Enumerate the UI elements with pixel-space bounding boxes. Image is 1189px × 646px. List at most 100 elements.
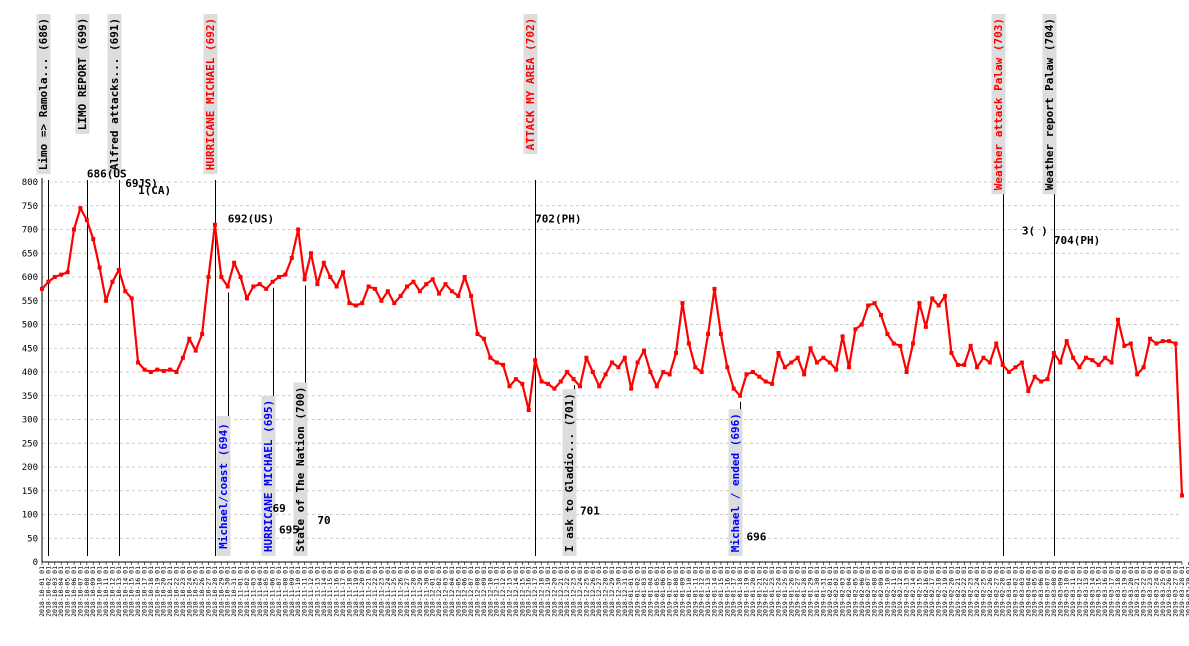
marker-tag-13: 70 bbox=[317, 514, 330, 527]
y-tick-label-650: 650 bbox=[22, 249, 38, 259]
x-tick-label-32: 2018-11-02 01 bbox=[243, 566, 251, 617]
data-point-47 bbox=[341, 270, 346, 275]
x-tick-label-27: 2018-10-28 01 bbox=[211, 566, 219, 617]
data-point-156 bbox=[1039, 379, 1044, 384]
data-point-138 bbox=[923, 324, 928, 329]
x-tick-label-54: 2018-11-24 01 bbox=[384, 566, 392, 617]
x-tick-label-0: 2018-10-01 01 bbox=[38, 566, 46, 617]
x-tick-label-116: 2019-01-25 01 bbox=[781, 566, 789, 617]
x-tick-label-39: 2018-11-09 01 bbox=[288, 566, 296, 617]
y-tick-label-400: 400 bbox=[22, 368, 38, 378]
data-point-34 bbox=[257, 282, 262, 287]
data-point-143 bbox=[955, 362, 960, 367]
data-point-17 bbox=[148, 370, 153, 374]
marker-label-5: Weather attack Palaw (703) bbox=[992, 18, 1005, 190]
data-point-51 bbox=[366, 284, 371, 289]
y-axis: 0 50 100 150 200 250 300 350 400 450 500 550 600 650 7… bbox=[22, 178, 43, 568]
data-point-154 bbox=[1026, 389, 1031, 393]
x-tick-label-2: 2018-10-03 01 bbox=[51, 566, 59, 617]
data-point-68 bbox=[475, 332, 480, 336]
x-tick-label-159: 2019-03-09 01 bbox=[1056, 566, 1064, 617]
x-tick-label-74: 2018-12-14 01 bbox=[512, 566, 520, 617]
data-point-59 bbox=[417, 289, 422, 294]
data-point-32 bbox=[244, 296, 249, 301]
data-point-70 bbox=[488, 355, 493, 360]
x-tick-label-52: 2018-11-22 01 bbox=[371, 566, 379, 617]
marker-label-13: Michael / ended (696) bbox=[729, 413, 742, 552]
data-point-42 bbox=[308, 251, 313, 256]
x-tick-label-127: 2019-02-05 01 bbox=[851, 566, 859, 617]
data-point-95 bbox=[648, 370, 653, 374]
data-point-16 bbox=[142, 367, 147, 372]
data-point-132 bbox=[885, 332, 890, 336]
x-tick-label-20: 2018-10-21 01 bbox=[166, 566, 174, 617]
x-tick-label-19: 2018-10-20 01 bbox=[160, 566, 168, 617]
x-tick-label-111: 2019-01-20 01 bbox=[749, 566, 757, 617]
x-tick-label-73: 2018-12-13 01 bbox=[506, 566, 514, 617]
x-tick-label-69: 2018-12-09 01 bbox=[480, 566, 488, 617]
data-point-64 bbox=[449, 289, 454, 294]
x-tick-label-156: 2019-03-06 01 bbox=[1037, 566, 1045, 617]
data-point-21 bbox=[174, 370, 179, 374]
data-point-49 bbox=[353, 303, 358, 308]
data-point-159 bbox=[1058, 360, 1063, 365]
y-tick-label-50: 50 bbox=[27, 534, 38, 544]
data-point-128 bbox=[859, 322, 864, 327]
data-point-20 bbox=[168, 367, 173, 372]
x-tick-label-6: 2018-10-07 01 bbox=[76, 566, 84, 617]
data-point-45 bbox=[328, 275, 333, 279]
data-point-8 bbox=[91, 237, 96, 241]
x-tick-label-10: 2018-10-11 01 bbox=[102, 566, 110, 617]
data-point-79 bbox=[545, 381, 550, 386]
x-tick-label-139: 2019-02-17 01 bbox=[928, 566, 936, 617]
x-tick-label-82: 2018-12-22 01 bbox=[563, 566, 571, 617]
data-point-135 bbox=[904, 370, 909, 374]
y-tick-label-550: 550 bbox=[22, 297, 38, 307]
x-tick-label-121: 2019-01-30 01 bbox=[813, 566, 821, 617]
x-tick-label-114: 2019-01-23 01 bbox=[768, 566, 776, 617]
data-point-53 bbox=[379, 298, 384, 303]
x-tick-label-163: 2019-03-13 01 bbox=[1082, 566, 1090, 617]
x-tick-label-81: 2018-12-21 01 bbox=[557, 566, 565, 617]
x-tick-label-40: 2018-11-10 01 bbox=[294, 566, 302, 617]
x-tick-label-68: 2018-12-08 01 bbox=[474, 566, 482, 617]
data-point-82 bbox=[565, 370, 570, 374]
x-tick-label-103: 2019-01-12 01 bbox=[698, 566, 706, 617]
x-tick-label-1: 2018-10-02 01 bbox=[44, 566, 52, 617]
x-tick-label-83: 2018-12-23 01 bbox=[570, 566, 578, 617]
x-tick-label-37: 2018-11-07 01 bbox=[275, 566, 283, 617]
x-tick-label-141: 2019-02-19 01 bbox=[941, 566, 949, 617]
x-tick-label-109: 2019-01-18 01 bbox=[736, 566, 744, 617]
data-point-12 bbox=[116, 267, 121, 272]
x-tick-label-172: 2019-03-22 01 bbox=[1140, 566, 1148, 617]
x-tick-label-124: 2019-02-02 01 bbox=[832, 566, 840, 617]
y-tick-label-700: 700 bbox=[22, 226, 38, 236]
data-point-77 bbox=[533, 358, 538, 363]
data-point-169 bbox=[1122, 343, 1127, 348]
data-point-176 bbox=[1167, 339, 1172, 344]
x-tick-label-72: 2018-12-12 01 bbox=[499, 566, 507, 617]
data-point-81 bbox=[558, 379, 563, 384]
marker-label-bg-12 bbox=[562, 389, 577, 556]
data-point-40 bbox=[296, 227, 301, 232]
x-tick-label-106: 2019-01-15 01 bbox=[717, 566, 725, 617]
x-tick-label-35: 2018-11-05 01 bbox=[262, 566, 270, 617]
data-point-150 bbox=[1000, 362, 1005, 367]
x-tick-label-45: 2018-11-15 01 bbox=[326, 566, 334, 617]
data-point-148 bbox=[987, 360, 992, 365]
data-point-0 bbox=[40, 286, 44, 291]
data-point-58 bbox=[411, 279, 416, 284]
x-tick-label-94: 2019-01-03 01 bbox=[640, 566, 648, 617]
data-point-80 bbox=[552, 386, 557, 391]
data-point-153 bbox=[1019, 360, 1024, 365]
data-point-37 bbox=[276, 275, 281, 279]
data-point-126 bbox=[846, 365, 851, 370]
x-tick-label-161: 2019-03-11 01 bbox=[1069, 566, 1077, 617]
x-tick-label-173: 2019-03-23 01 bbox=[1146, 566, 1154, 617]
x-tick-label-36: 2018-11-06 01 bbox=[269, 566, 277, 617]
y-tick-label-800: 800 bbox=[22, 178, 38, 188]
data-point-36 bbox=[270, 279, 275, 284]
marker-label-bg-10 bbox=[261, 395, 276, 556]
data-point-155 bbox=[1032, 374, 1037, 379]
